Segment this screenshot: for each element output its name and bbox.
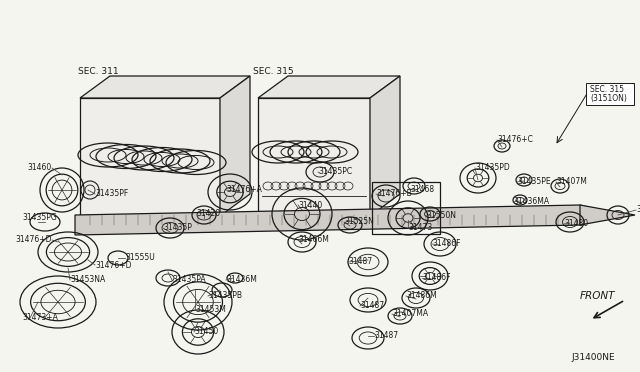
Text: 31436M: 31436M bbox=[226, 276, 257, 285]
Bar bbox=[586, 83, 634, 105]
Text: 31435PE: 31435PE bbox=[517, 177, 550, 186]
Text: 31440: 31440 bbox=[298, 201, 323, 209]
Text: 31486F: 31486F bbox=[422, 273, 451, 282]
Text: 31487: 31487 bbox=[348, 257, 372, 266]
Text: 31487: 31487 bbox=[360, 301, 384, 311]
Text: 31407M: 31407M bbox=[556, 177, 587, 186]
Text: 31473+A: 31473+A bbox=[22, 314, 58, 323]
Polygon shape bbox=[75, 205, 615, 235]
Polygon shape bbox=[258, 76, 400, 98]
Text: 31453NA: 31453NA bbox=[70, 276, 105, 285]
Text: SEC. 315: SEC. 315 bbox=[590, 86, 624, 94]
Text: 31435PG: 31435PG bbox=[22, 214, 57, 222]
Text: 31468: 31468 bbox=[410, 186, 434, 195]
Polygon shape bbox=[370, 76, 400, 216]
Polygon shape bbox=[258, 98, 370, 216]
Polygon shape bbox=[580, 205, 635, 225]
Polygon shape bbox=[80, 76, 250, 98]
Text: 31487: 31487 bbox=[374, 331, 398, 340]
Text: 31435PB: 31435PB bbox=[208, 292, 242, 301]
Text: 31407MA: 31407MA bbox=[392, 310, 428, 318]
Polygon shape bbox=[80, 98, 220, 216]
Text: 31435P: 31435P bbox=[163, 224, 192, 232]
Text: 31486M: 31486M bbox=[406, 292, 436, 301]
Text: 31435PA: 31435PA bbox=[172, 276, 205, 285]
Text: 31436MA: 31436MA bbox=[513, 198, 549, 206]
Bar bbox=[372, 182, 440, 234]
Text: 31420: 31420 bbox=[196, 209, 220, 218]
Text: 31435: 31435 bbox=[636, 205, 640, 215]
Text: 31460: 31460 bbox=[28, 164, 52, 173]
Text: SEC. 315: SEC. 315 bbox=[253, 67, 293, 76]
Text: 31476+A: 31476+A bbox=[226, 186, 262, 195]
Text: FRONT: FRONT bbox=[579, 291, 615, 301]
Text: 31555U: 31555U bbox=[125, 253, 155, 263]
Text: 31450: 31450 bbox=[194, 327, 218, 337]
Text: 31435PD: 31435PD bbox=[475, 164, 509, 173]
Text: 31453M: 31453M bbox=[195, 305, 226, 314]
Text: 31476+D: 31476+D bbox=[15, 235, 52, 244]
Text: 31476+C: 31476+C bbox=[497, 135, 533, 144]
Text: 31486F: 31486F bbox=[432, 240, 461, 248]
Text: J31400NE: J31400NE bbox=[572, 353, 615, 362]
Text: 31476+B: 31476+B bbox=[376, 189, 412, 199]
Polygon shape bbox=[220, 76, 250, 216]
Text: (3151ON): (3151ON) bbox=[590, 94, 627, 103]
Text: 31550N: 31550N bbox=[426, 212, 456, 221]
Text: 31525N: 31525N bbox=[344, 218, 374, 227]
Text: 31435PF: 31435PF bbox=[95, 189, 128, 199]
Text: 31480: 31480 bbox=[564, 219, 588, 228]
Text: 31473: 31473 bbox=[408, 224, 432, 232]
Text: 31466M: 31466M bbox=[298, 235, 329, 244]
Text: 31476+D: 31476+D bbox=[95, 260, 131, 269]
Text: 31435PC: 31435PC bbox=[318, 167, 352, 176]
Text: SEC. 311: SEC. 311 bbox=[77, 67, 118, 76]
